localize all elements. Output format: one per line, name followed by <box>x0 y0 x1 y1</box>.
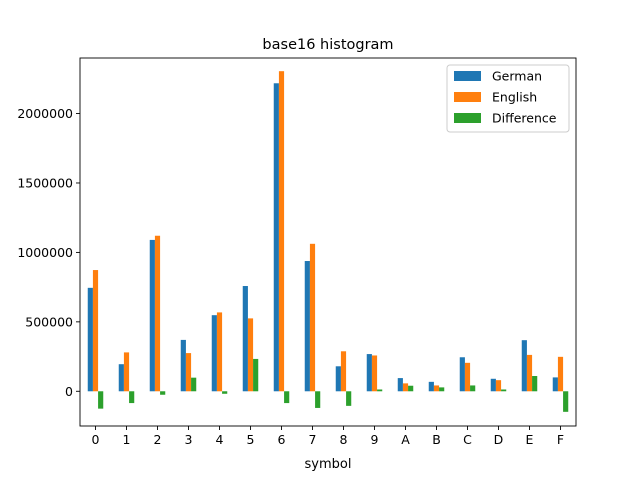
bar-difference-9 <box>377 389 383 392</box>
bar-difference-E <box>532 376 538 392</box>
legend-swatch-german <box>454 71 481 81</box>
bar-german-D <box>490 378 496 392</box>
bar-german-4 <box>211 315 217 392</box>
bar-english-6 <box>278 71 285 392</box>
x-axis: 0 1 2 3 4 5 6 7 8 9 A B C D E F <box>92 426 564 447</box>
bar-german-1 <box>118 364 124 392</box>
bar-german-B <box>428 381 434 392</box>
y-tick-label: 0 <box>65 384 73 399</box>
bar-english-2 <box>154 235 161 392</box>
x-tick-label: 8 <box>340 432 348 447</box>
x-tick-label: A <box>401 432 410 447</box>
bar-english-F <box>557 356 564 392</box>
bar-difference-B <box>439 387 445 392</box>
legend-swatch-english <box>454 92 481 102</box>
bar-german-2 <box>149 239 155 392</box>
bars-group <box>87 71 569 412</box>
bar-english-1 <box>123 352 130 392</box>
bar-english-7 <box>309 243 316 392</box>
bar-english-D <box>495 380 502 392</box>
bar-german-6 <box>273 83 279 392</box>
y-tick-label: 1500000 <box>17 175 73 190</box>
x-tick-label: 2 <box>154 432 162 447</box>
x-axis-label: symbol <box>305 457 352 472</box>
y-tick-label: 500000 <box>25 314 73 329</box>
legend-label-english: English <box>492 90 537 105</box>
x-tick-label: D <box>494 432 504 447</box>
bar-difference-8 <box>346 391 352 406</box>
legend: German English Difference <box>446 64 570 133</box>
bar-english-9 <box>371 355 378 392</box>
legend-label-german: German <box>492 69 542 84</box>
x-tick-label: 6 <box>278 432 286 447</box>
x-tick-label: 3 <box>185 432 193 447</box>
bar-difference-0 <box>98 391 104 409</box>
bar-german-7 <box>304 261 310 392</box>
bar-english-B <box>433 385 440 392</box>
y-tick-label: 1000000 <box>17 245 73 260</box>
x-tick-label: F <box>557 432 564 447</box>
y-axis: 0 500000 1000000 1500000 2000000 <box>17 106 80 399</box>
plot-frame <box>79 57 577 427</box>
bar-german-A <box>397 378 403 392</box>
bar-english-0 <box>92 270 99 392</box>
bar-difference-F <box>563 391 569 412</box>
legend-swatch-difference <box>454 113 481 123</box>
x-tick-label: 0 <box>92 432 100 447</box>
chart-title: base16 histogram <box>262 37 393 53</box>
bar-difference-6 <box>284 391 290 404</box>
bar-difference-D <box>501 389 507 392</box>
x-tick-label: 1 <box>123 432 131 447</box>
x-tick-label: 5 <box>247 432 255 447</box>
bar-difference-C <box>470 385 476 392</box>
bar-german-F <box>552 377 558 392</box>
legend-label-difference: Difference <box>492 111 557 126</box>
bar-german-C <box>459 357 465 392</box>
x-tick-label: B <box>432 432 441 447</box>
bar-german-E <box>521 340 527 392</box>
bar-difference-4 <box>222 391 228 394</box>
bar-english-A <box>402 383 409 392</box>
bar-german-3 <box>180 339 186 392</box>
x-tick-label: 4 <box>216 432 224 447</box>
bar-english-3 <box>185 353 192 392</box>
x-tick-label: 7 <box>309 432 317 447</box>
bar-difference-5 <box>253 358 259 392</box>
bar-difference-A <box>408 385 414 392</box>
y-tick-label: 2000000 <box>17 106 73 121</box>
bar-difference-1 <box>129 391 135 404</box>
bar-german-8 <box>335 366 341 392</box>
bar-english-5 <box>247 318 254 392</box>
bar-english-C <box>464 362 471 392</box>
bar-difference-7 <box>315 391 321 408</box>
bar-english-8 <box>340 351 347 392</box>
bar-english-4 <box>216 312 223 392</box>
bar-difference-2 <box>160 391 166 395</box>
x-tick-label: 9 <box>371 432 379 447</box>
x-tick-label: C <box>463 432 472 447</box>
bar-german-0 <box>87 287 93 392</box>
bar-german-5 <box>242 286 248 392</box>
bar-english-E <box>526 354 533 392</box>
bar-german-9 <box>366 354 372 392</box>
bar-difference-3 <box>191 377 197 392</box>
x-tick-label: E <box>526 432 534 447</box>
